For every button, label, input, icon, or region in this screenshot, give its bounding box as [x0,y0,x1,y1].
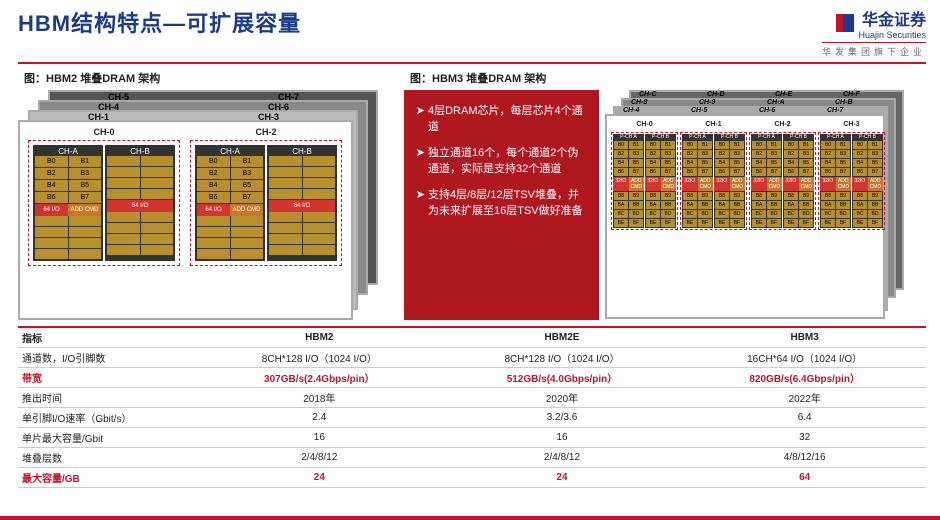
divider [18,62,926,64]
table-header: 指标 [18,327,198,348]
channel-label: CH-C [639,91,657,98]
channel-label: CH-9 [699,99,715,106]
page-title: HBM结构特点—可扩展容量 [18,6,301,38]
channel-label: CH-6 [759,107,775,114]
channel-label: CH-4 [98,102,119,112]
table-row: 单片最大容量/Gbit161632 [18,428,926,448]
hbm3-notes: 4层DRAM芯片，每层芯片4个通道独立通道16个，每个通道2个伪通道，实际是支持… [404,90,599,320]
table-header: HBM2 [198,327,441,348]
logo-cn: 华金证券 [858,6,926,30]
note-item: 独立通道16个，每个通道2个伪通道，实际是支持32个通道 [428,144,589,176]
table-row: 堆叠层数2/4/8/122/4/8/124/8/12/16 [18,448,926,468]
channel-label: CH-A [767,99,785,106]
table-row: 单引脚I/O速率（Gbit/s）2.43.2/3.66.4 [18,408,926,428]
hbm3-diagram: CH-0P-CH AB0B1B2B3B4B5B6B732IOADD CMDB8B… [605,90,905,320]
channel-label: CH-6 [268,102,289,112]
logo-icon [836,14,854,32]
channel-label: CH-D [707,91,725,98]
note-item: 4层DRAM芯片，每层芯片4个通道 [428,102,589,134]
channel-label: CH-7 [827,107,843,114]
channel-label: CH-5 [691,107,707,114]
table-header: HBM2E [441,327,684,348]
logo-sub: 华发集团旗下企业 [822,42,926,58]
footer-bar [0,516,940,520]
table-row: 最大容量/GB242464 [18,468,926,488]
channel-label: CH-4 [623,107,639,114]
company-logo: 华金证券 Huajin Securities 华发集团旗下企业 [822,6,926,58]
channel-label: CH-F [843,91,860,98]
table-header: HBM3 [683,327,926,348]
note-item: 支持4层/8层/12层TSV堆叠，并为未来扩展至16层TSV做好准备 [428,186,589,218]
comparison-table: 指标HBM2HBM2EHBM3 通道数，I/O引脚数8CH*128 I/O（10… [18,326,926,488]
channel-label: CH-8 [631,99,647,106]
channel-label: CH-1 [88,112,109,122]
logo-en: Huajin Securities [858,30,926,40]
caption-hbm3: 图：HBM3 堆叠DRAM 架构 [410,70,914,86]
channel-label: CH-3 [258,112,279,122]
table-row: 推出时间2018年2020年2022年 [18,388,926,408]
channel-label: CH-B [835,99,853,106]
table-row: 带宽307GB/s(2.4Gbps/pin）512GB/s(4.0Gbps/pi… [18,368,926,388]
channel-label: CH-5 [108,92,129,102]
table-row: 通道数，I/O引脚数8CH*128 I/O（1024 I/O）8CH*128 I… [18,348,926,368]
channel-label: CH-E [775,91,792,98]
channel-label: CH-7 [278,92,299,102]
caption-hbm2: 图：HBM2 堆叠DRAM 架构 [24,70,398,86]
hbm2-diagram: CH-0CH-AB0B1B2B3B4B5B6B764 I/OADD CMDCH-… [18,90,388,320]
